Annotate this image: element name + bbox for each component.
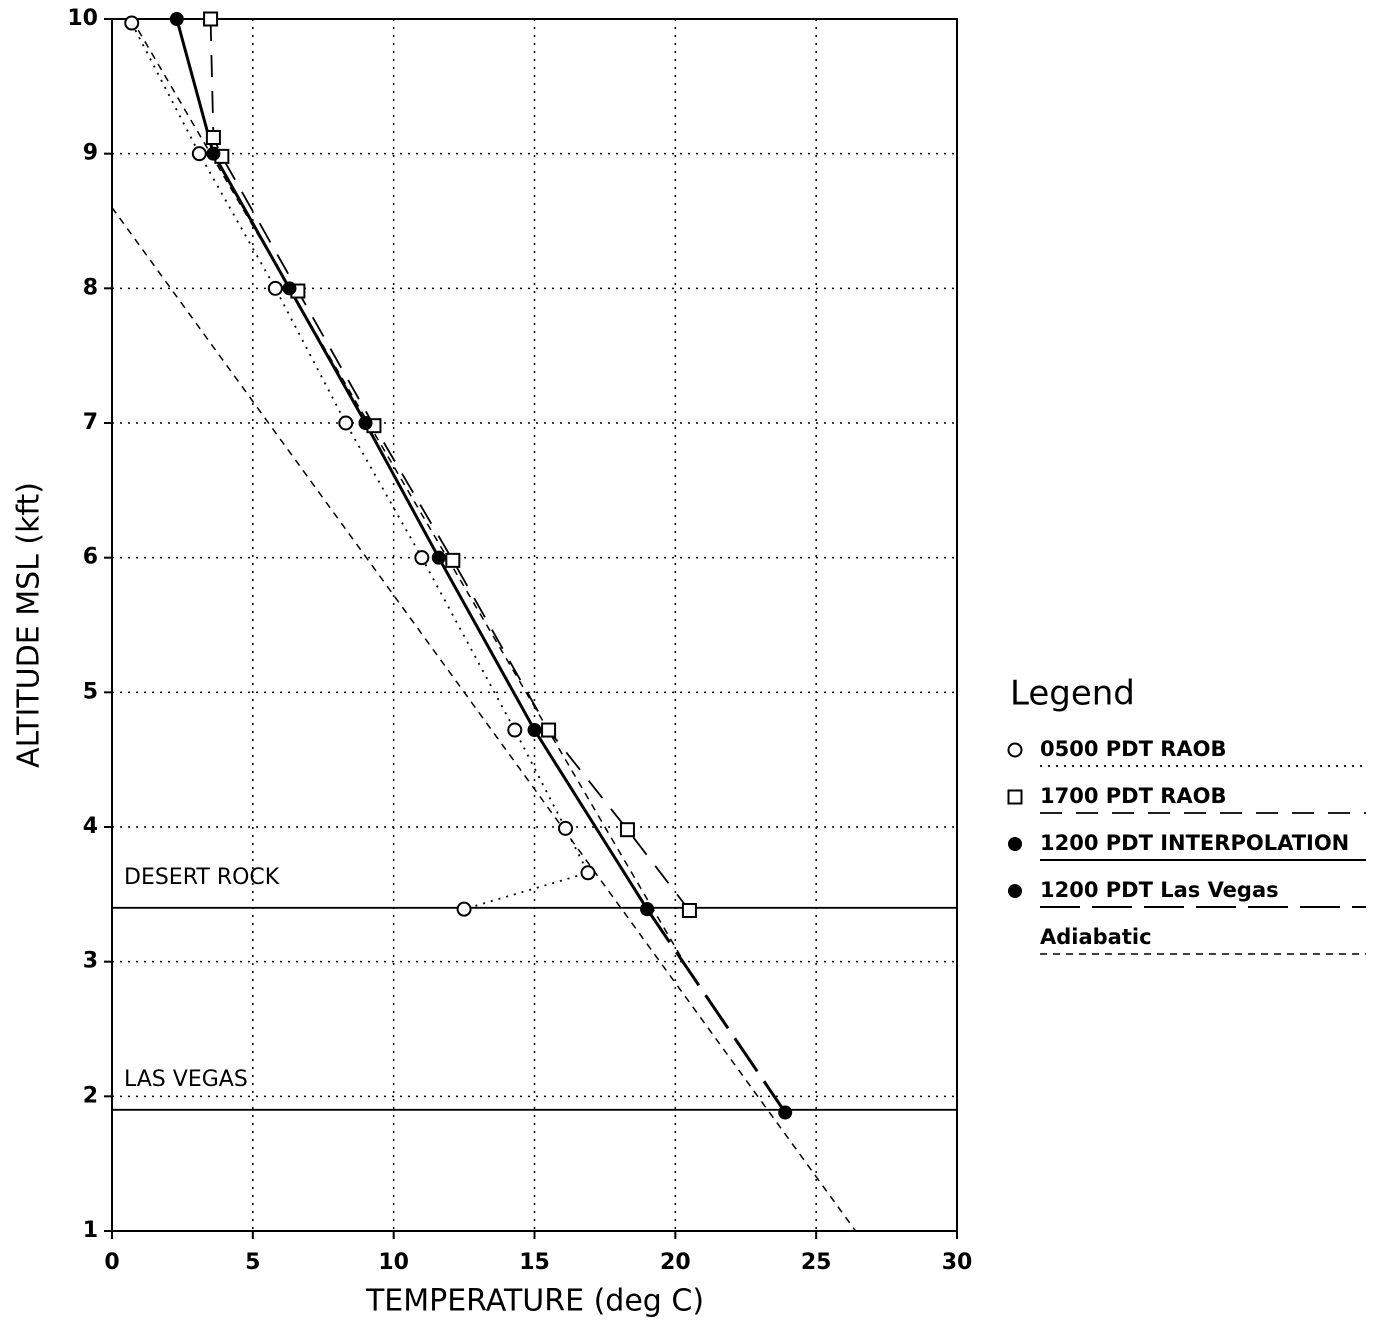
y-tick-label: 3 [83, 949, 98, 974]
marker [541, 722, 557, 738]
legend-label: 1200 PDT Las Vegas [1040, 878, 1279, 902]
x-tick-label: 30 [942, 1250, 973, 1275]
x-axis-label: TEMPERATURE (deg C) [365, 1284, 704, 1319]
y-tick-label: 7 [83, 410, 98, 435]
marker [124, 15, 140, 31]
x-tick-label: 0 [104, 1250, 119, 1275]
marker [282, 281, 297, 296]
marker [338, 415, 354, 431]
marker [358, 416, 373, 430]
x-tick-label: 15 [519, 1250, 550, 1275]
marker [169, 12, 184, 26]
x-tick-label: 20 [660, 1250, 691, 1275]
legend-label: 1200 PDT INTERPOLATION [1040, 831, 1349, 855]
marker [640, 902, 655, 917]
series-line [209, 18, 691, 912]
y-tick-label: 8 [83, 275, 98, 300]
marker [527, 723, 542, 738]
y-tick-label: 5 [83, 679, 98, 704]
marker [431, 550, 446, 565]
x-tick-label: 25 [801, 1250, 832, 1275]
legend-label: 1700 PDT RAOB [1040, 784, 1227, 808]
y-tick-label: 1 [83, 1218, 98, 1243]
marker [203, 11, 219, 27]
legend-label: Adiabatic [1040, 925, 1152, 949]
legend-marker [1008, 884, 1022, 898]
marker [191, 146, 207, 162]
y-tick-label: 9 [83, 141, 98, 166]
marker [557, 820, 573, 836]
y-tick-label: 4 [83, 814, 98, 839]
x-tick-label: 5 [245, 1250, 260, 1275]
marker [205, 130, 221, 146]
y-axis-label: ALTITUDE MSL (kft) [12, 482, 47, 768]
y-tick-label: 10 [67, 6, 98, 31]
marker [456, 901, 472, 917]
marker [778, 1105, 793, 1120]
marker [267, 280, 283, 296]
marker [445, 552, 461, 568]
series-line [175, 18, 649, 910]
legend-label: 0500 PDT RAOB [1040, 737, 1227, 761]
marker [681, 902, 697, 918]
legend-marker [1007, 742, 1023, 758]
marker [507, 722, 523, 738]
reference-label: LAS VEGAS [124, 1067, 248, 1092]
x-tick-label: 10 [378, 1250, 409, 1275]
marker [619, 822, 635, 838]
marker [580, 865, 596, 881]
y-tick-label: 6 [83, 545, 98, 570]
marker [414, 550, 430, 566]
marker [206, 146, 221, 161]
reference-label: DESERT ROCK [124, 865, 280, 890]
legend-marker [1008, 837, 1022, 851]
series-line [645, 908, 787, 1114]
legend-marker [1007, 789, 1023, 805]
series-line [111, 18, 857, 1232]
legend-title: Legend [1010, 674, 1135, 714]
y-tick-label: 2 [83, 1083, 98, 1108]
